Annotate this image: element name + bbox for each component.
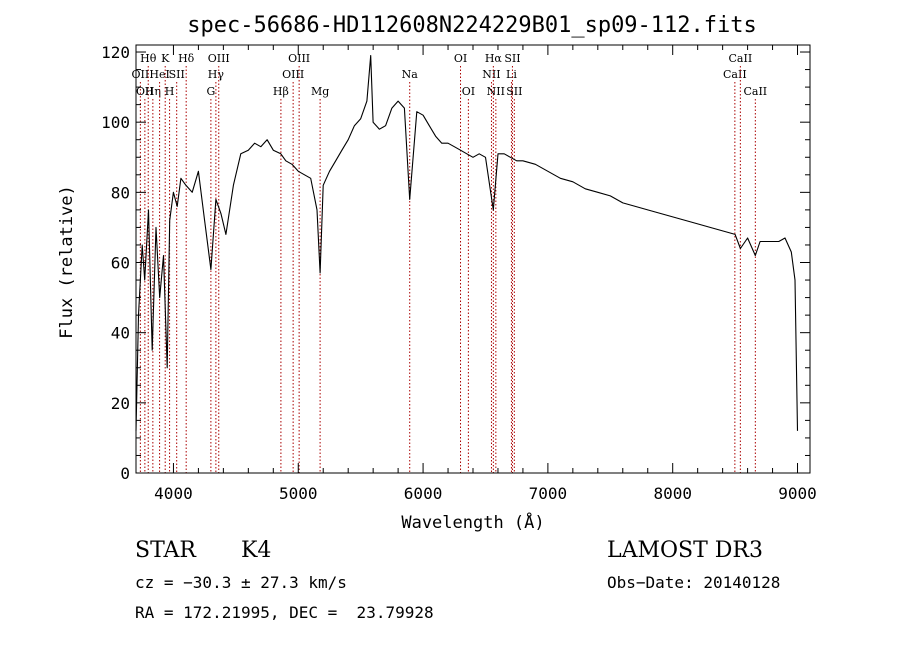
line-marker-label: Hβ [273,85,289,98]
line-marker-label: HeI [149,68,169,81]
line-marker-label: Hη [145,85,161,98]
line-marker-label: OII [136,85,154,98]
line-marker-label: Na [402,68,419,81]
line-marker-label: NII [487,85,505,98]
y-axis-label: Flux (relative) [57,185,77,339]
y-tick-label: 100 [101,113,130,132]
x-tick-label: 8000 [653,484,692,503]
spectrum-series [135,54,799,431]
observation-date: Obs−Date: 20140128 [607,573,781,592]
line-marker-label: Hα [485,52,503,65]
line-marker-label: CaII [729,52,753,65]
spectral-line-markers: OIIOIIHθHηHeIKHSIIHδGHγOIIIHβOIIIOIIIMgN… [132,52,767,473]
plot-frame [135,44,811,474]
object-class: STAR [135,538,196,563]
line-marker-label: K [161,52,170,65]
survey-name: LAMOST DR3 [607,538,763,563]
x-tick-label: 7000 [529,484,568,503]
line-marker-label: Hθ [140,52,157,65]
y-tick-label: 120 [101,43,130,62]
line-marker-label: OIII [208,52,230,65]
line-marker-label: SII [169,68,185,81]
line-marker-label: NII [482,68,500,81]
chart-title: spec-56686-HD112608N224229B01_sp09-112.f… [187,13,757,38]
line-marker-label: G [206,85,215,98]
line-marker-label: SII [504,52,520,65]
object-subclass: K4 [241,538,272,563]
x-tick-label: 4000 [154,484,193,503]
y-tick-label: 40 [111,324,130,343]
line-marker-label: OI [462,85,475,98]
line-marker-label: Hδ [178,52,195,65]
line-marker-label: OIII [288,52,310,65]
x-axis-label: Wavelength (Å) [401,511,544,533]
y-tick-label: 20 [111,394,130,413]
y-tick-label: 60 [111,254,130,273]
y-tick-label: 0 [120,464,130,483]
line-marker-label: H [165,85,175,98]
line-marker-label: Li [506,68,517,81]
y-tick-label: 80 [111,183,130,202]
y-axis: 0 20 40 60 80 100 120 [101,43,810,483]
line-marker-label: Hγ [208,68,225,81]
spectrum-line [135,54,799,431]
coordinates-readout: RA = 172.21995, DEC = 23.79928 [135,603,434,622]
x-tick-label: 9000 [778,484,817,503]
x-tick-label: 6000 [404,484,443,503]
redshift-readout: cz = −30.3 ± 27.3 km/s [135,573,347,592]
line-marker-label: SII [506,85,522,98]
line-marker-label: Mg [311,85,329,98]
x-tick-label: 5000 [279,484,318,503]
line-marker-label: OI [454,52,467,65]
line-marker-label: CaII [743,85,767,98]
x-axis: 4000 5000 6000 7000 8000 9000 [154,45,817,503]
line-marker-label: OIII [282,68,304,81]
line-marker-label: CaII [723,68,747,81]
